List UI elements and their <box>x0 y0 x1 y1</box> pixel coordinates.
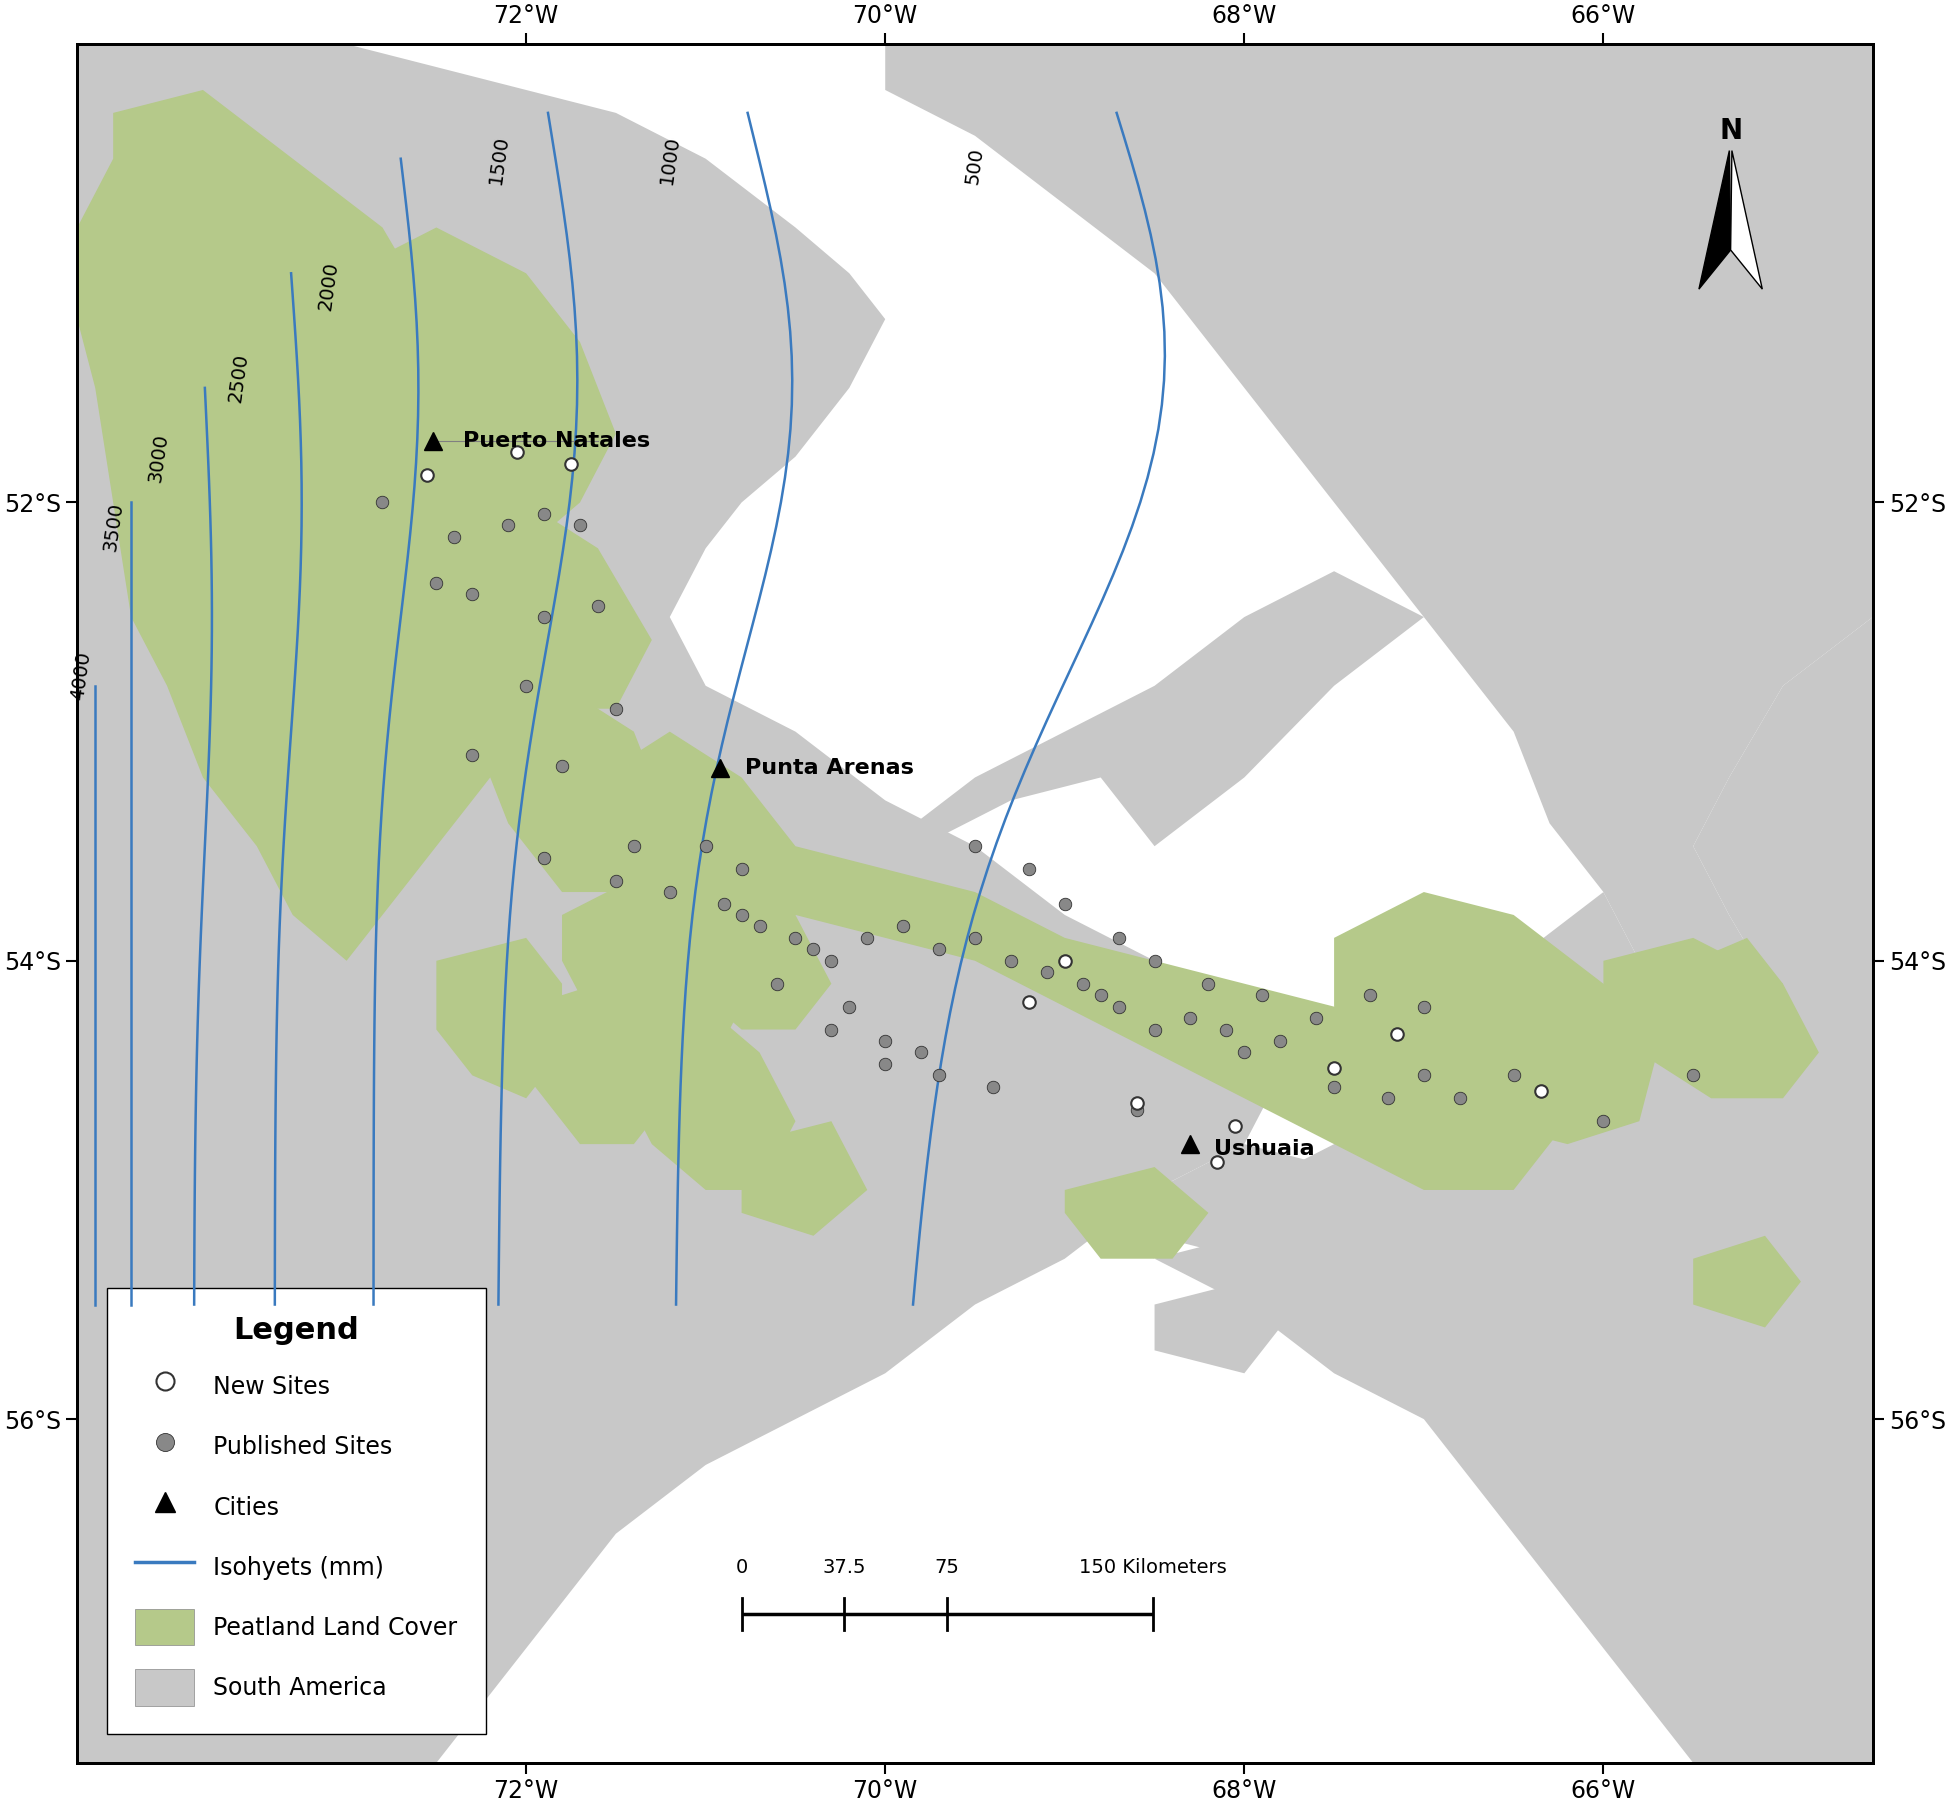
Text: 4000: 4000 <box>68 651 94 701</box>
Polygon shape <box>1698 150 1732 289</box>
Polygon shape <box>472 687 669 893</box>
Polygon shape <box>599 732 796 938</box>
Polygon shape <box>669 846 831 1030</box>
Text: 0: 0 <box>735 1558 747 1578</box>
Polygon shape <box>616 1006 796 1191</box>
Polygon shape <box>1334 893 1658 1144</box>
Text: Ushuaia: Ushuaia <box>1213 1138 1314 1158</box>
Polygon shape <box>347 571 526 732</box>
Polygon shape <box>257 914 400 1075</box>
Polygon shape <box>437 1030 562 1167</box>
Polygon shape <box>1190 616 1872 1764</box>
Polygon shape <box>437 502 651 708</box>
Text: 37.5: 37.5 <box>823 1558 866 1578</box>
Polygon shape <box>347 228 616 548</box>
Text: 500: 500 <box>963 146 987 186</box>
Legend: New Sites, Published Sites, Cities, Isohyets (mm), Peatland Land Cover, South Am: New Sites, Published Sites, Cities, Isoh… <box>107 1288 486 1735</box>
Polygon shape <box>1732 150 1763 289</box>
Polygon shape <box>885 43 1872 1075</box>
Text: Puerto Natales: Puerto Natales <box>464 430 651 450</box>
Polygon shape <box>706 869 885 1006</box>
Text: 75: 75 <box>934 1558 959 1578</box>
Text: 1000: 1000 <box>657 134 682 186</box>
Text: 150 Kilometers: 150 Kilometers <box>1078 1558 1227 1578</box>
Polygon shape <box>78 90 579 961</box>
Polygon shape <box>1693 1236 1802 1328</box>
Text: 3000: 3000 <box>144 432 172 484</box>
Polygon shape <box>437 938 562 1099</box>
Polygon shape <box>1693 938 1782 1030</box>
Polygon shape <box>1640 1281 1765 1373</box>
Polygon shape <box>706 846 1568 1191</box>
Polygon shape <box>1154 1281 1281 1373</box>
Polygon shape <box>741 571 1693 1305</box>
Polygon shape <box>78 43 1281 1764</box>
Polygon shape <box>1065 1167 1209 1259</box>
Polygon shape <box>741 1120 868 1236</box>
Text: 1500: 1500 <box>486 134 513 186</box>
Text: 2500: 2500 <box>226 352 252 403</box>
Polygon shape <box>292 342 562 846</box>
Text: 2000: 2000 <box>316 260 341 311</box>
Polygon shape <box>526 961 706 1120</box>
Polygon shape <box>1154 1144 1568 1373</box>
Text: Punta Arenas: Punta Arenas <box>745 759 915 779</box>
Polygon shape <box>1603 938 1819 1099</box>
Polygon shape <box>310 801 472 961</box>
Text: 3500: 3500 <box>99 501 127 553</box>
Polygon shape <box>526 983 669 1144</box>
Polygon shape <box>562 869 741 1075</box>
Text: N: N <box>1720 117 1741 145</box>
